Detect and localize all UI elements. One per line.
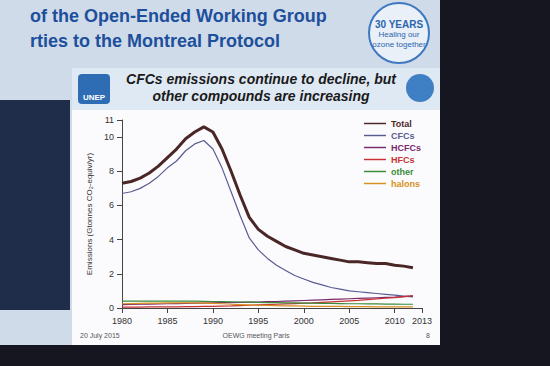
svg-text:2000: 2000 — [294, 316, 314, 326]
html-text:of the Open-Ended Working Grou: of the Open-Ended Working Group — [30, 6, 327, 26]
svg-text:other: other — [391, 167, 414, 177]
svg-text:Total: Total — [391, 119, 412, 129]
html-text:8: 8 — [426, 332, 430, 339]
svg-text:6: 6 — [109, 200, 114, 210]
svg-text:1990: 1990 — [203, 316, 223, 326]
html-text:Healing our ozone together: Healing our ozone together — [372, 30, 426, 49]
svg-text:10: 10 — [104, 132, 114, 142]
svg-text:HCFCs: HCFCs — [391, 143, 421, 153]
svg-text:1980: 1980 — [112, 316, 132, 326]
svg-text:11: 11 — [105, 115, 114, 125]
svg-text:1985: 1985 — [157, 316, 177, 326]
svg-text:CFCs: CFCs — [391, 131, 415, 141]
html-text:UNEP: UNEP — [82, 93, 106, 102]
svg-text:2013: 2013 — [412, 316, 432, 326]
svg-text:0: 0 — [109, 303, 114, 313]
html-text:CFCs emissions continue to dec: CFCs emissions continue to decline, but … — [126, 71, 396, 104]
svg-text:4: 4 — [109, 235, 114, 245]
html-text:20 July 2015: 20 July 2015 — [80, 332, 120, 339]
html-text:OEWG meeting Paris: OEWG meeting Paris — [222, 332, 290, 339]
svg-text:2005: 2005 — [339, 316, 359, 326]
svg-text:halons: halons — [391, 179, 420, 189]
svg-text:1995: 1995 — [248, 316, 268, 326]
html-text:30 YEARS: 30 YEARS — [374, 19, 424, 30]
svg-text:2: 2 — [109, 269, 114, 279]
svg-text:Emissions (Gtonnes CO₂-equiv/y: Emissions (Gtonnes CO₂-equiv/yr) — [85, 153, 94, 276]
svg-text:HFCs: HFCs — [391, 155, 415, 165]
svg-text:8: 8 — [109, 166, 114, 176]
html-text:rties to the Montreal Protocol: rties to the Montreal Protocol — [30, 31, 280, 51]
svg-text:2010: 2010 — [385, 316, 405, 326]
